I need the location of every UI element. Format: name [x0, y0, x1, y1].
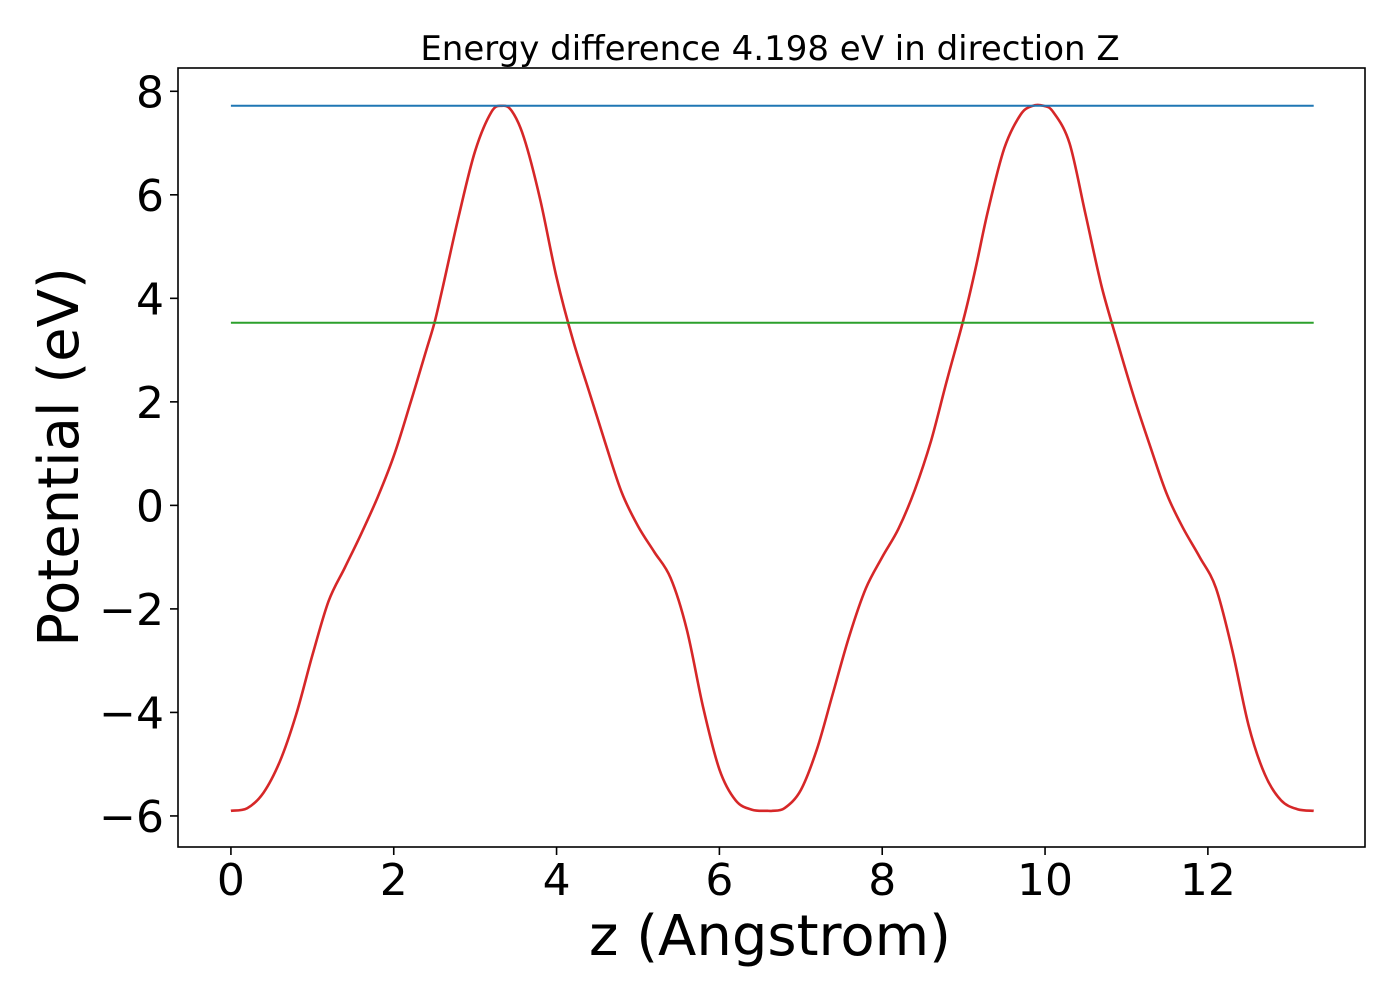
y-tick-label: 2 [136, 378, 164, 429]
x-axis-ticks: 0 2 4 6 8 10 12 [217, 847, 1236, 906]
y-axis-label: Potential (eV) [27, 267, 92, 647]
y-tick-label: 8 [136, 67, 164, 118]
y-tick-label: −2 [99, 585, 164, 636]
x-tick-label: 12 [1180, 855, 1236, 906]
y-tick-label: −6 [99, 792, 164, 843]
x-tick-label: 6 [705, 855, 733, 906]
y-tick-label: 0 [136, 481, 164, 532]
x-tick-label: 8 [868, 855, 896, 906]
x-tick-label: 2 [380, 855, 408, 906]
y-tick-label: −4 [99, 688, 164, 739]
series-line-1 [230, 103, 1314, 813]
series-layer [230, 103, 1314, 813]
y-axis-ticks: −6 −4 −2 0 2 4 6 8 [99, 67, 178, 843]
x-tick-label: 10 [1017, 855, 1073, 906]
y-tick-label: 6 [136, 171, 164, 222]
x-tick-label: 4 [543, 855, 571, 906]
chart-title: Energy difference 4.198 eV in direction … [420, 29, 1119, 69]
y-tick-label: 4 [136, 274, 164, 325]
x-axis-label: z (Angstrom) [589, 904, 951, 969]
x-tick-label: 0 [217, 855, 245, 906]
plot-frame [177, 67, 1366, 848]
